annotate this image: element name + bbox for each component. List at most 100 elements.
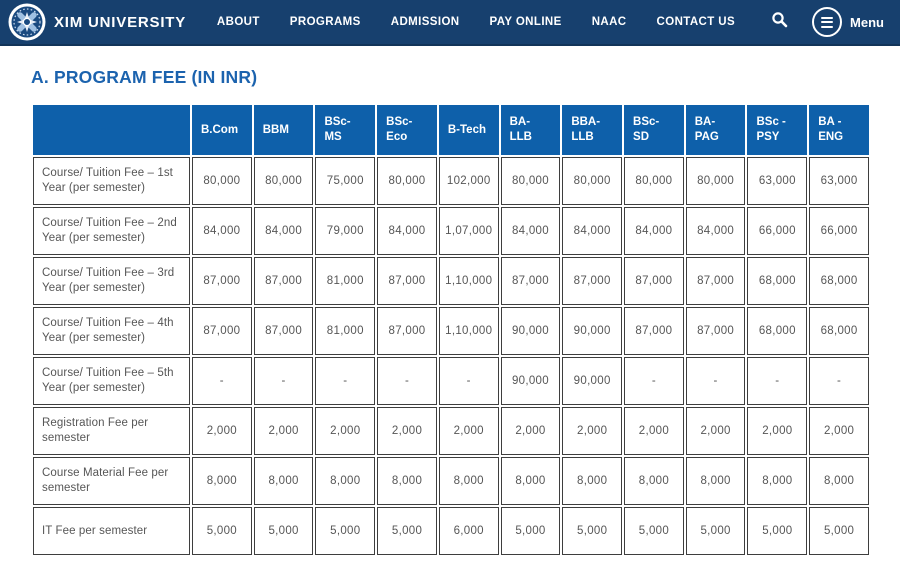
fee-cell: 84,000 [253,207,314,255]
fee-cell: 66,000 [747,207,808,255]
fee-cell: 2,000 [377,407,437,455]
fee-cell: 5,000 [377,507,437,555]
row-label: Course/ Tuition Fee – 3rd Year (per seme… [33,257,190,305]
fee-cell: 63,000 [809,157,869,205]
table-row: Course/ Tuition Fee – 3rd Year (per seme… [33,257,869,305]
menu-button[interactable]: Menu [812,7,884,37]
fee-cell: 79,000 [315,207,376,255]
fee-cell: 80,000 [377,157,437,205]
fee-cell: 5,000 [500,507,561,555]
row-label: Course Material Fee per semester [33,457,190,505]
fee-cell: 66,000 [809,207,869,255]
fee-cell: 75,000 [315,157,376,205]
fee-cell: 8,000 [747,457,808,505]
fee-cell: 90,000 [562,357,623,405]
column-header: BA - ENG [809,105,869,155]
fee-cell: 2,000 [809,407,869,455]
university-logo-icon [8,3,46,41]
table-row: IT Fee per semester 5,000 5,000 5,000 5,000 6… [33,507,869,555]
table-row: Registration Fee per semester 2,000 2,000 2… [33,407,869,455]
fee-cell: 2,000 [562,407,623,455]
fee-cell: 87,000 [377,257,437,305]
search-icon [771,11,788,33]
fee-cell: 8,000 [500,457,561,505]
fee-cell: 84,000 [624,207,684,255]
fee-cell: 68,000 [747,307,808,355]
fee-cell: - [315,357,376,405]
fee-cell: 2,000 [685,407,746,455]
fee-cell: 5,000 [192,507,252,555]
fee-cell: 2,000 [315,407,376,455]
fee-cell: 2,000 [500,407,561,455]
fee-cell: 84,000 [192,207,252,255]
fee-cell: 81,000 [315,257,376,305]
fee-cell: 87,000 [624,257,684,305]
header-empty-cell [33,105,190,155]
nav-item-pay-online[interactable]: PAY ONLINE [489,16,562,28]
fee-cell: 8,000 [809,457,869,505]
nav-item-admission[interactable]: ADMISSION [390,16,460,28]
nav-item-programs[interactable]: PROGRAMS [289,16,361,28]
column-header: BA- LLB [500,105,561,155]
fee-cell: 87,000 [253,257,314,305]
nav-item-about[interactable]: ABOUT [216,16,260,28]
fee-cell: 2,000 [624,407,684,455]
fee-cell: 8,000 [562,457,623,505]
content-area: A. PROGRAM FEE (IN INR) B.Com BBM BSc- MS B… [0,46,900,557]
fee-cell: 68,000 [809,307,869,355]
row-label: Course/ Tuition Fee – 1st Year (per seme… [33,157,190,205]
fee-cell: 5,000 [253,507,314,555]
fee-cell: 87,000 [192,257,252,305]
fee-cell: 6,000 [438,507,499,555]
fee-cell: 5,000 [315,507,376,555]
column-header: BSc - PSY [747,105,808,155]
fee-cell: 2,000 [192,407,252,455]
table-row: Course/ Tuition Fee – 4th Year (per seme… [33,307,869,355]
nav-item-contact-us[interactable]: CONTACT US [656,16,736,28]
fee-cell: 1,10,000 [438,257,499,305]
fee-cell: 87,000 [685,257,746,305]
fee-cell: - [377,357,437,405]
column-header: BBM [253,105,314,155]
fee-cell: 80,000 [685,157,746,205]
fee-cell: 1,07,000 [438,207,499,255]
fee-cell: - [624,357,684,405]
fee-cell: 5,000 [562,507,623,555]
fee-cell: 2,000 [747,407,808,455]
page-title: A. PROGRAM FEE (IN INR) [31,67,258,87]
fee-cell: 1,10,000 [438,307,499,355]
table-row: Course/ Tuition Fee – 1st Year (per seme… [33,157,869,205]
fee-cell: 87,000 [253,307,314,355]
column-header: BSc- SD [624,105,684,155]
fee-cell: 68,000 [747,257,808,305]
column-header: BA- PAG [685,105,746,155]
fee-cell: 68,000 [809,257,869,305]
fee-cell: 8,000 [192,457,252,505]
fee-cell: - [192,357,252,405]
fee-cell: 8,000 [377,457,437,505]
fee-cell: 102,000 [438,157,499,205]
table-row: Course/ Tuition Fee – 2nd Year (per seme… [33,207,869,255]
nav-item-naac[interactable]: NAAC [591,16,627,28]
fee-cell: 63,000 [747,157,808,205]
fee-cell: 90,000 [562,307,623,355]
program-fee-table: B.Com BBM BSc- MS BSc- Eco B-Tech BA- LLB BBA-… [31,103,871,557]
fee-cell: 87,000 [685,307,746,355]
table-header-row: B.Com BBM BSc- MS BSc- Eco B-Tech BA- LLB BBA-… [33,105,869,155]
fee-cell: 2,000 [253,407,314,455]
fee-cell: 84,000 [377,207,437,255]
fee-cell: 80,000 [192,157,252,205]
fee-cell: - [685,357,746,405]
column-header: BSc- MS [315,105,376,155]
brand-link[interactable]: XIM UNIVERSITY [8,3,186,41]
fee-cell: - [253,357,314,405]
column-header: B.Com [192,105,252,155]
search-button[interactable] [771,11,788,33]
fee-cell: 84,000 [500,207,561,255]
table-row: Course/ Tuition Fee – 5th Year (per seme… [33,357,869,405]
column-header: BSc- Eco [377,105,437,155]
fee-cell: 5,000 [624,507,684,555]
fee-cell: 8,000 [253,457,314,505]
row-label: Course/ Tuition Fee – 2nd Year (per seme… [33,207,190,255]
fee-cell: 87,000 [192,307,252,355]
